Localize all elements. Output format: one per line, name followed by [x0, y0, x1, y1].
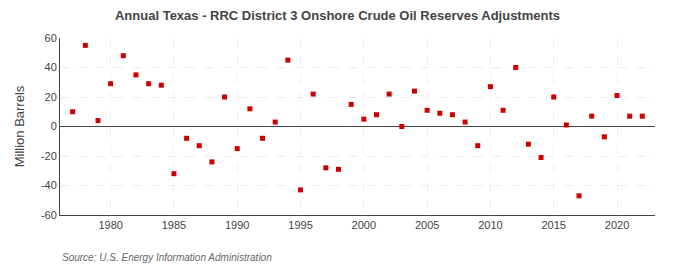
svg-text:20: 20 [45, 91, 57, 103]
svg-text:1995: 1995 [288, 219, 312, 231]
svg-text:60: 60 [45, 32, 57, 44]
svg-text:-60: -60 [41, 209, 57, 221]
svg-text:2005: 2005 [415, 219, 439, 231]
svg-text:Million Barrels: Million Barrels [12, 85, 27, 167]
svg-text:2015: 2015 [541, 219, 565, 231]
svg-text:-20: -20 [41, 150, 57, 162]
svg-text:Source: U.S. Energy Informatio: Source: U.S. Energy Information Administ… [62, 252, 272, 263]
svg-text:-40: -40 [41, 179, 57, 191]
svg-text:2000: 2000 [352, 219, 376, 231]
svg-text:40: 40 [45, 61, 57, 73]
svg-text:2020: 2020 [605, 219, 629, 231]
svg-text:1985: 1985 [162, 219, 186, 231]
svg-text:Annual Texas - RRC District 3: Annual Texas - RRC District 3 Onshore Cr… [115, 8, 560, 23]
svg-text:0: 0 [51, 120, 57, 132]
svg-text:2010: 2010 [478, 219, 502, 231]
svg-text:1980: 1980 [98, 219, 122, 231]
svg-text:1990: 1990 [225, 219, 249, 231]
